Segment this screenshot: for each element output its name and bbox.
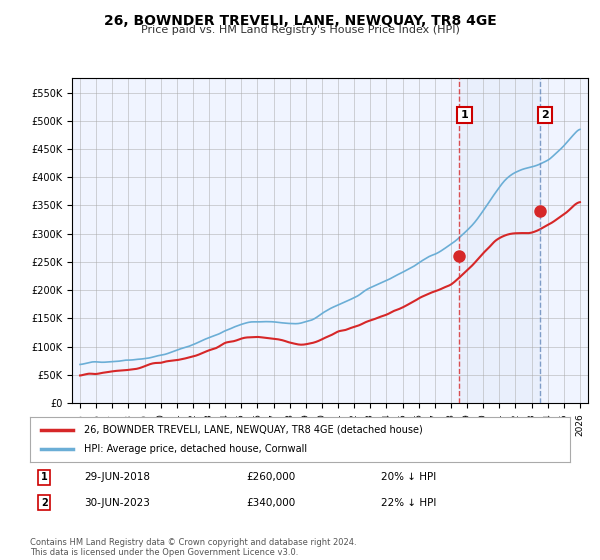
Text: 1: 1: [461, 110, 469, 120]
Text: HPI: Average price, detached house, Cornwall: HPI: Average price, detached house, Corn…: [84, 445, 307, 455]
Text: 26, BOWNDER TREVELI, LANE, NEWQUAY, TR8 4GE: 26, BOWNDER TREVELI, LANE, NEWQUAY, TR8 …: [104, 14, 496, 28]
Text: Price paid vs. HM Land Registry's House Price Index (HPI): Price paid vs. HM Land Registry's House …: [140, 25, 460, 35]
Bar: [459, 78, 539, 403]
Text: 26, BOWNDER TREVELI, LANE, NEWQUAY, TR8 4GE (detached house): 26, BOWNDER TREVELI, LANE, NEWQUAY, TR8 …: [84, 424, 423, 435]
Text: 20% ↓ HPI: 20% ↓ HPI: [381, 472, 436, 482]
Text: Contains HM Land Registry data © Crown copyright and database right 2024.
This d: Contains HM Land Registry data © Crown c…: [30, 538, 356, 557]
Text: £340,000: £340,000: [246, 498, 295, 508]
Text: 2: 2: [41, 498, 47, 508]
Text: 2: 2: [541, 110, 549, 120]
Text: 30-JUN-2023: 30-JUN-2023: [84, 498, 150, 508]
Text: £260,000: £260,000: [246, 472, 295, 482]
Text: 1: 1: [41, 472, 47, 482]
Text: 29-JUN-2018: 29-JUN-2018: [84, 472, 150, 482]
Text: 22% ↓ HPI: 22% ↓ HPI: [381, 498, 436, 508]
